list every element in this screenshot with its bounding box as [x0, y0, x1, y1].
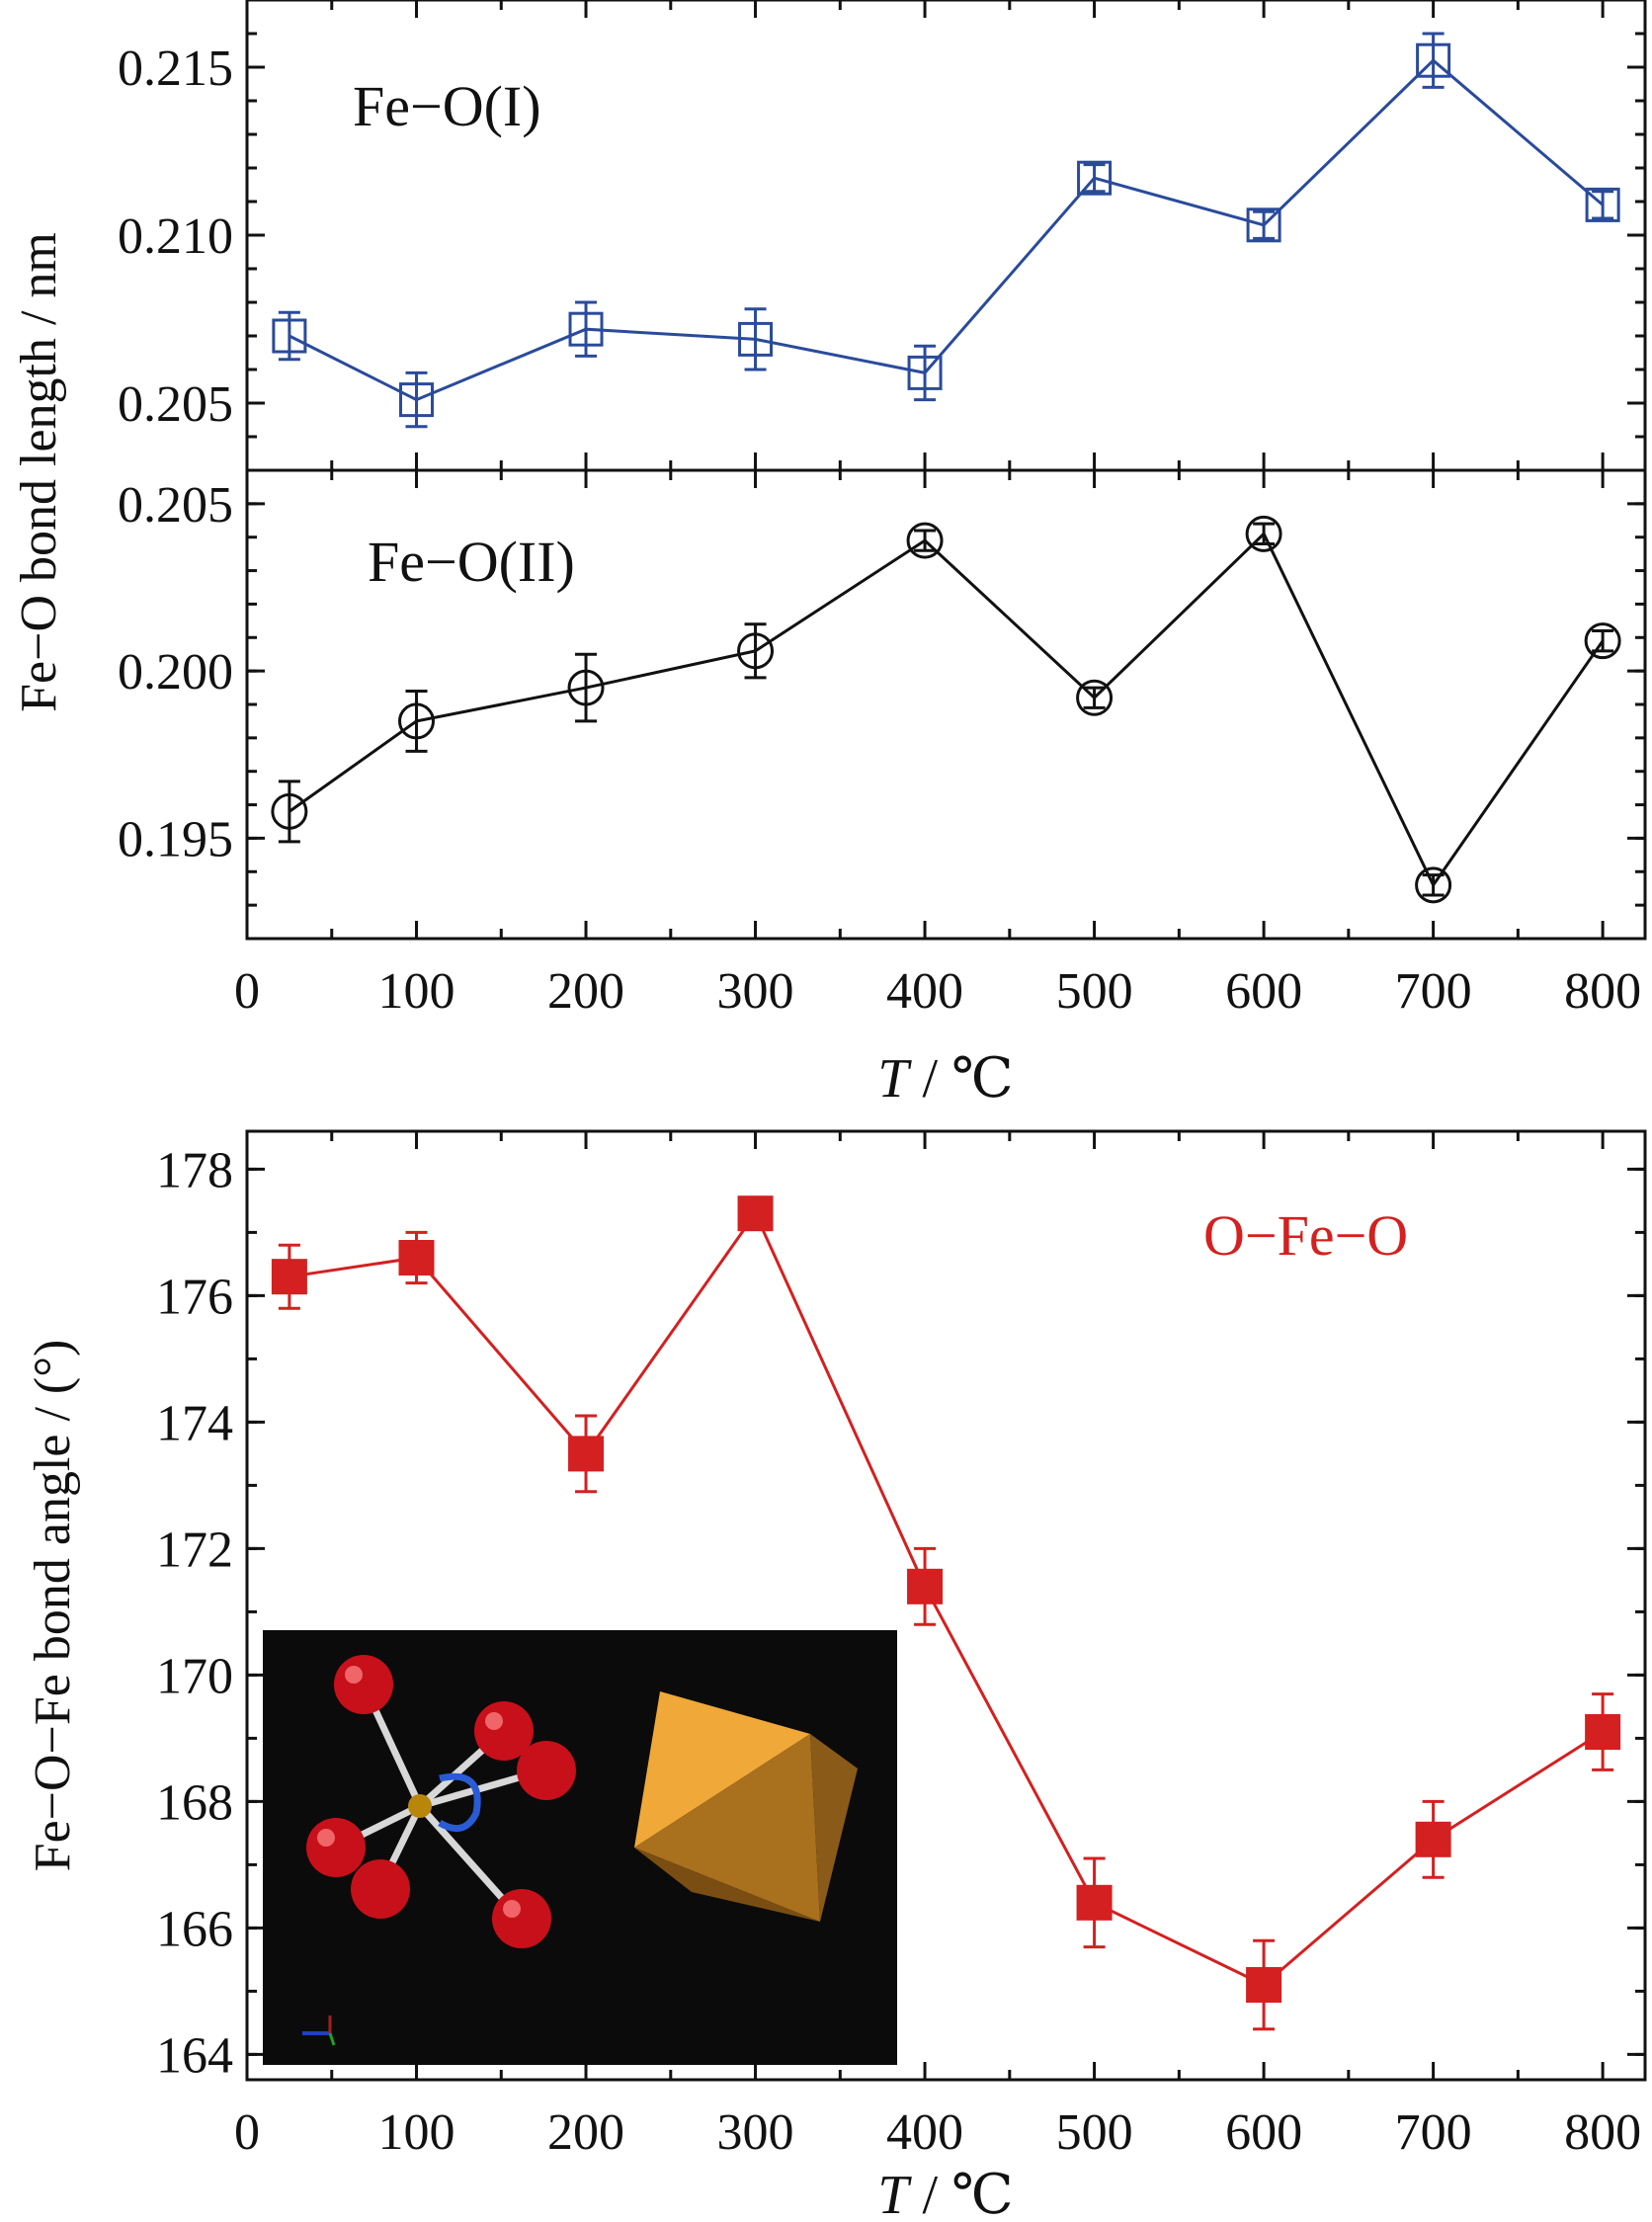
axis-triad-icon — [328, 2032, 336, 2046]
bond-angle-arc — [438, 1772, 481, 1833]
data-point — [398, 1240, 435, 1276]
data-point — [1076, 679, 1114, 716]
plot-bond-angle: 164 166 168 170 172 174 176 178 0 100 200 300 400 500… — [156, 1131, 1645, 2161]
y-tick-label: 166 — [156, 1901, 233, 1957]
y-tick-label: 0.205 — [118, 376, 233, 433]
data-point — [1416, 42, 1451, 78]
bottom-frame — [245, 1129, 1647, 2082]
x-tick-label: 700 — [1395, 2104, 1472, 2161]
y-tick-label: 0.205 — [118, 477, 233, 534]
data-point — [1245, 515, 1282, 552]
oxygen-atom-highlight — [503, 1900, 521, 1918]
data-point — [907, 1568, 944, 1605]
octahedron-inset-image — [263, 1630, 897, 2065]
annotation-fe-o-i: Fe−O(I) — [353, 74, 541, 138]
oxygen-atom-highlight — [485, 1712, 503, 1730]
data-point — [737, 1195, 774, 1232]
y-tick-label: 0.210 — [118, 208, 233, 265]
top-panel: 0.205 0.210 0.215 0.195 0.200 0.205 0 100 200 30… — [11, 0, 1647, 1110]
top-upper-frame — [245, 0, 1647, 472]
x-tick-label: 300 — [717, 2104, 794, 2161]
oxygen-atom — [351, 1859, 410, 1919]
data-point — [1584, 622, 1621, 660]
data-point — [399, 382, 435, 418]
data-point — [1077, 160, 1113, 196]
data-point — [568, 1436, 605, 1472]
oxygen-atom-highlight — [345, 1666, 363, 1684]
x-tick-label: 200 — [547, 2104, 624, 2161]
y-tick-label: 0.200 — [118, 644, 233, 700]
data-point — [568, 311, 604, 347]
oxygen-atom — [492, 1889, 551, 1948]
y-tick-label: 172 — [156, 1522, 233, 1578]
plot-fe-o-ii: 0.195 0.200 0.205 0 100 200 300 400 500 600 700 800 — [118, 468, 1645, 1020]
data-point — [271, 792, 308, 830]
oxygen-atom — [517, 1741, 576, 1800]
x-tick-label: 500 — [1056, 2104, 1133, 2161]
x-tick-label: 500 — [1056, 963, 1133, 1020]
octahedron-face — [634, 1848, 820, 1922]
data-point — [567, 669, 605, 706]
y-tick-label: 0.195 — [118, 811, 233, 867]
data-point — [272, 318, 307, 354]
x-tick-label: 300 — [717, 963, 794, 1020]
x-axis-label-bottom: T / ℃ — [877, 2165, 1013, 2222]
x-tick-label: 800 — [1564, 963, 1641, 1020]
octahedron-face — [634, 1734, 820, 1922]
data-point — [1246, 1967, 1282, 2003]
data-point — [1585, 1714, 1621, 1750]
octahedron-face — [634, 1691, 810, 1848]
x-tick-label: 600 — [1225, 2104, 1302, 2161]
oxygen-atom — [334, 1655, 393, 1714]
data-point — [1415, 1821, 1451, 1857]
data-point — [737, 632, 775, 670]
x-tick-label: 0 — [234, 963, 260, 1020]
data-point — [398, 702, 436, 740]
x-tick-label: 400 — [886, 963, 963, 1020]
polyhedron-model — [634, 1691, 858, 1922]
y-tick-label: 178 — [156, 1142, 233, 1198]
y-tick-label: 164 — [156, 2027, 233, 2084]
data-point — [271, 1259, 307, 1295]
plot-fe-o-i: 0.205 0.210 0.215 — [118, 0, 1645, 472]
y-tick-label: 176 — [156, 1269, 233, 1325]
octahedron-face — [810, 1734, 858, 1922]
data-point — [1585, 187, 1620, 222]
bottom-panel: 164 166 168 170 172 174 176 178 0 100 200 300 400 500… — [25, 1129, 1647, 2222]
annotation-fe-o-ii: Fe−O(II) — [368, 530, 575, 594]
data-point — [907, 355, 943, 390]
x-tick-label: 0 — [234, 2104, 260, 2161]
iron-atom — [408, 1794, 432, 1818]
y-axis-label-bond-length: Fe−O bond length / nm — [11, 232, 67, 712]
y-tick-label: 174 — [156, 1395, 233, 1451]
oxygen-atom — [306, 1818, 366, 1877]
annotation-o-fe-o: O−Fe−O — [1203, 1203, 1408, 1268]
data-point — [1076, 1884, 1113, 1921]
y-tick-label: 168 — [156, 1774, 233, 1831]
x-tick-label: 200 — [547, 963, 624, 1020]
x-tick-label: 600 — [1225, 963, 1302, 1020]
y-tick-label: 170 — [156, 1648, 233, 1704]
x-tick-label: 100 — [378, 2104, 455, 2161]
x-tick-label: 100 — [378, 963, 455, 1020]
y-axis-label-bond-angle: Fe−O−Fe bond angle / (°) — [25, 1340, 81, 1872]
ball-and-stick-model — [302, 1655, 576, 2046]
x-tick-label: 800 — [1564, 2104, 1641, 2161]
data-point — [738, 321, 774, 357]
data-point — [1415, 866, 1452, 904]
oxygen-atom-highlight — [317, 1829, 335, 1847]
data-point — [1246, 207, 1281, 243]
data-point — [906, 522, 944, 559]
x-tick-label: 700 — [1395, 963, 1472, 1020]
x-axis-label-top: T / ℃ — [877, 1048, 1013, 1110]
x-tick-label: 400 — [886, 2104, 963, 2161]
y-tick-label: 0.215 — [118, 41, 233, 97]
